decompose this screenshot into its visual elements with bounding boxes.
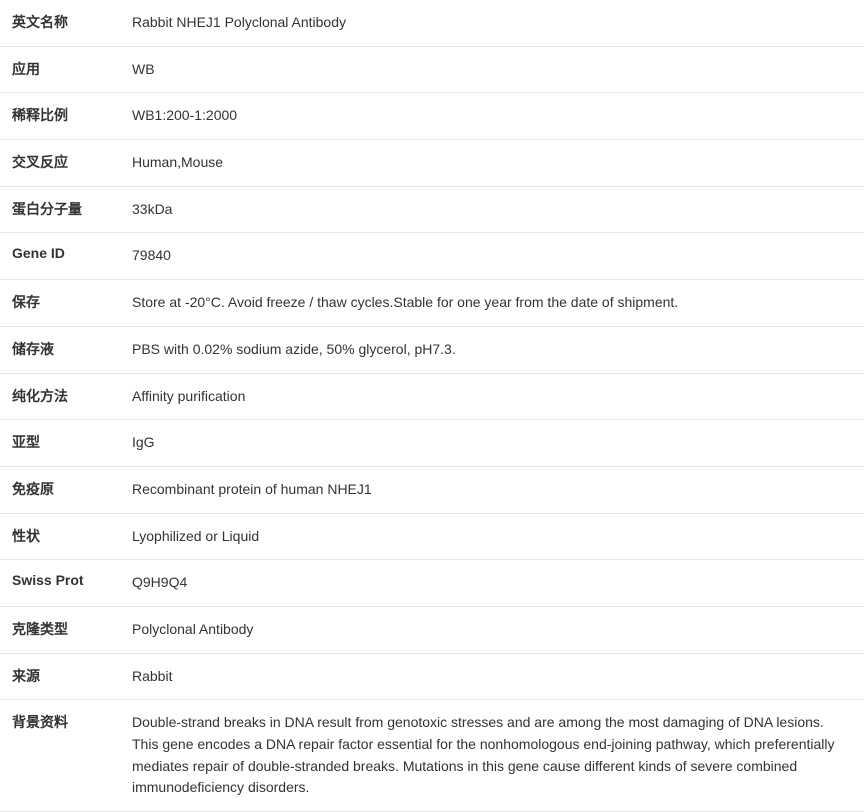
row-value: PBS with 0.02% sodium azide, 50% glycero… bbox=[124, 326, 864, 373]
spec-table: 英文名称 Rabbit NHEJ1 Polyclonal Antibody 应用… bbox=[0, 0, 864, 812]
row-label: Gene ID bbox=[0, 233, 124, 280]
row-label: Swiss Prot bbox=[0, 560, 124, 607]
row-label: 亚型 bbox=[0, 420, 124, 467]
row-value: Q9H9Q4 bbox=[124, 560, 864, 607]
row-label: 背景资料 bbox=[0, 700, 124, 812]
row-value: Lyophilized or Liquid bbox=[124, 513, 864, 560]
spec-table-body: 英文名称 Rabbit NHEJ1 Polyclonal Antibody 应用… bbox=[0, 0, 864, 812]
table-row: 来源 Rabbit bbox=[0, 653, 864, 700]
row-label: 稀释比例 bbox=[0, 93, 124, 140]
table-row: 保存 Store at -20°C. Avoid freeze / thaw c… bbox=[0, 280, 864, 327]
row-label: 蛋白分子量 bbox=[0, 186, 124, 233]
row-label: 英文名称 bbox=[0, 0, 124, 46]
row-label: 交叉反应 bbox=[0, 140, 124, 187]
row-label: 储存液 bbox=[0, 326, 124, 373]
row-label: 来源 bbox=[0, 653, 124, 700]
row-value: Store at -20°C. Avoid freeze / thaw cycl… bbox=[124, 280, 864, 327]
row-label: 纯化方法 bbox=[0, 373, 124, 420]
row-value: 33kDa bbox=[124, 186, 864, 233]
row-value: 79840 bbox=[124, 233, 864, 280]
table-row: Swiss Prot Q9H9Q4 bbox=[0, 560, 864, 607]
table-row: Gene ID 79840 bbox=[0, 233, 864, 280]
table-row: 背景资料 Double-strand breaks in DNA result … bbox=[0, 700, 864, 812]
row-value: Double-strand breaks in DNA result from … bbox=[124, 700, 864, 812]
row-value: Recombinant protein of human NHEJ1 bbox=[124, 466, 864, 513]
table-row: 免疫原 Recombinant protein of human NHEJ1 bbox=[0, 466, 864, 513]
row-value: Affinity purification bbox=[124, 373, 864, 420]
row-label: 免疫原 bbox=[0, 466, 124, 513]
row-label: 应用 bbox=[0, 46, 124, 93]
table-row: 蛋白分子量 33kDa bbox=[0, 186, 864, 233]
row-label: 性状 bbox=[0, 513, 124, 560]
row-label: 保存 bbox=[0, 280, 124, 327]
row-label: 克隆类型 bbox=[0, 606, 124, 653]
row-value: Rabbit NHEJ1 Polyclonal Antibody bbox=[124, 0, 864, 46]
table-row: 应用 WB bbox=[0, 46, 864, 93]
table-row: 克隆类型 Polyclonal Antibody bbox=[0, 606, 864, 653]
row-value: WB1:200-1:2000 bbox=[124, 93, 864, 140]
row-value: WB bbox=[124, 46, 864, 93]
table-row: 交叉反应 Human,Mouse bbox=[0, 140, 864, 187]
table-row: 稀释比例 WB1:200-1:2000 bbox=[0, 93, 864, 140]
row-value: Human,Mouse bbox=[124, 140, 864, 187]
row-value: Polyclonal Antibody bbox=[124, 606, 864, 653]
table-row: 英文名称 Rabbit NHEJ1 Polyclonal Antibody bbox=[0, 0, 864, 46]
row-value: Rabbit bbox=[124, 653, 864, 700]
table-row: 纯化方法 Affinity purification bbox=[0, 373, 864, 420]
row-value: IgG bbox=[124, 420, 864, 467]
table-row: 亚型 IgG bbox=[0, 420, 864, 467]
table-row: 储存液 PBS with 0.02% sodium azide, 50% gly… bbox=[0, 326, 864, 373]
table-row: 性状 Lyophilized or Liquid bbox=[0, 513, 864, 560]
